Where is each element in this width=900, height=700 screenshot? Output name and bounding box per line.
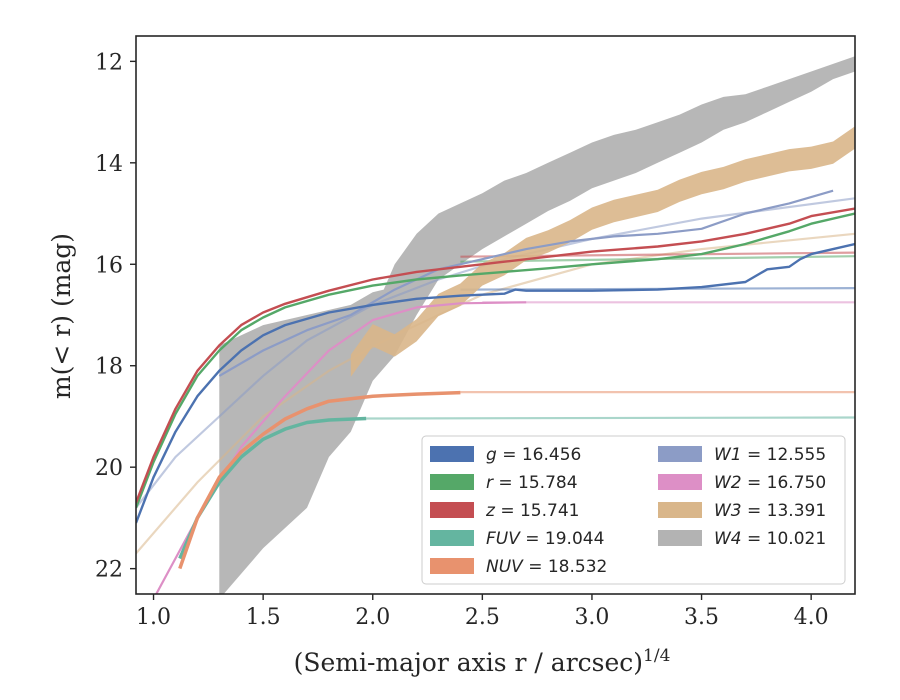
legend-label-fuv: FUV = 19.044 <box>486 529 604 549</box>
x-tick-label: 3.0 <box>574 605 609 630</box>
legend-swatch-w4 <box>658 530 702 546</box>
legend-swatch-w3 <box>658 502 702 518</box>
y-tick-label: 20 <box>95 456 123 481</box>
axis-ticks: 1.0 1.5 2.0 2.5 3.0 3.5 4.0 12 14 16 18 20 22 <box>95 50 829 630</box>
x-tick-label: 1.0 <box>136 605 171 630</box>
legend-label-w1: W1 = 12.555 <box>714 445 826 465</box>
legend-swatch-fuv <box>430 530 474 546</box>
x-tick-label: 1.5 <box>246 605 281 630</box>
legend-label-w3: W3 = 13.391 <box>714 501 826 521</box>
series-fuv-model <box>366 416 855 420</box>
x-tick-label: 2.0 <box>355 605 390 630</box>
y-tick-label: 14 <box>95 152 123 177</box>
legend-label-r: r = 15.784 <box>486 473 578 493</box>
legend-label-w2: W2 = 16.750 <box>714 473 826 493</box>
x-tick-label: 2.5 <box>465 605 500 630</box>
plot-area <box>136 56 855 594</box>
series-g-line <box>136 242 855 524</box>
series-w4-band <box>219 56 855 594</box>
legend-label-nuv: NUV = 18.532 <box>486 557 607 577</box>
series-nuv-line <box>178 390 461 570</box>
legend-swatch-w1 <box>658 446 702 462</box>
legend-swatch-r <box>430 474 474 490</box>
plot-frame <box>135 35 856 595</box>
legend-label-w4: W4 = 10.021 <box>714 529 826 549</box>
y-tick-label: 18 <box>95 355 123 380</box>
x-axis-label-superscript: 1/4 <box>643 646 670 666</box>
legend-label-g: g = 16.456 <box>486 445 581 465</box>
series-w1-line <box>218 189 834 377</box>
legend-label-z: z = 15.741 <box>485 501 579 521</box>
x-tick-label: 3.5 <box>684 605 719 630</box>
legend-swatch-g <box>430 446 474 462</box>
legend-swatch-w2 <box>658 474 702 490</box>
series-r-line <box>136 212 855 509</box>
legend: g = 16.456 r = 15.784 z = 15.741 FUV = 19.0… <box>421 435 846 585</box>
x-tick-label: 4.0 <box>794 605 829 630</box>
y-tick-label: 16 <box>95 253 123 278</box>
legend-swatch-nuv <box>430 558 474 574</box>
legend-frame <box>421 435 846 585</box>
y-tick-label: 22 <box>95 558 123 583</box>
x-axis-label: (Semi-major axis r / arcsec)1/4 <box>294 646 671 677</box>
y-axis-label: m(< r) (mag) <box>47 233 76 399</box>
series-w3-band <box>350 126 855 377</box>
series-z-line <box>136 207 855 504</box>
legend-swatch-z <box>430 502 474 518</box>
y-tick-label: 12 <box>95 50 123 75</box>
